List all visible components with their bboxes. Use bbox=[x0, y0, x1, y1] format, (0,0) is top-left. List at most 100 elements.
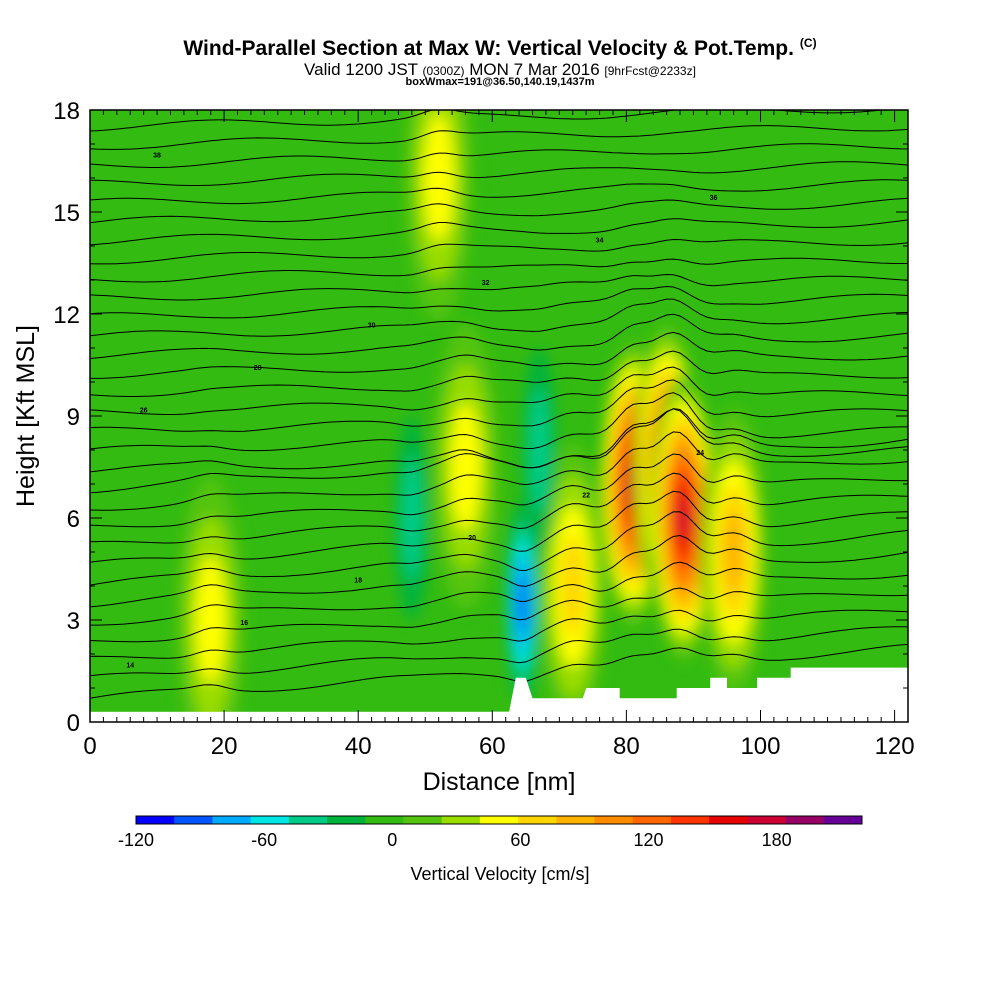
colorbar-tick-label: 120 bbox=[633, 830, 663, 850]
theta-contour-label: 32 bbox=[482, 280, 490, 287]
theta-contour-label: 22 bbox=[582, 493, 590, 500]
theta-isentrope bbox=[90, 366, 908, 415]
colorbar-swatch bbox=[212, 816, 252, 824]
x-tick-label: 0 bbox=[83, 733, 96, 760]
colorbar-swatch bbox=[670, 816, 710, 824]
updraft-core bbox=[431, 324, 499, 610]
y-tick-label: 3 bbox=[67, 608, 80, 635]
y-tick-label: 6 bbox=[67, 506, 80, 533]
theta-isentrope bbox=[90, 379, 908, 432]
theta-contour-label: 18 bbox=[354, 578, 362, 585]
theta-contour-label: 24 bbox=[696, 450, 704, 457]
colorbar-swatch bbox=[709, 816, 748, 824]
colorbar-swatch bbox=[288, 816, 328, 824]
theta-contour-label: 26 bbox=[140, 408, 148, 415]
theta-contour-label: 34 bbox=[596, 238, 604, 245]
y-tick-label: 15 bbox=[53, 200, 80, 227]
theta-isentrope bbox=[90, 490, 908, 563]
colorbar-swatch bbox=[403, 816, 443, 824]
theta-isentrope bbox=[90, 511, 908, 586]
colorbar-swatch bbox=[556, 816, 596, 824]
theta-isentrope bbox=[90, 609, 908, 659]
terrain-mask bbox=[492, 667, 908, 722]
colorbar-swatch bbox=[479, 816, 519, 824]
theta-isentrope bbox=[90, 143, 908, 168]
y-axis-label: Height [Kft MSL] bbox=[12, 325, 40, 507]
x-axis-label: Distance [nm] bbox=[423, 768, 576, 796]
colorbar-swatch bbox=[327, 816, 366, 824]
theta-contours: 14 16 18 20 22 24 26 28 30 32 34 36 38 bbox=[90, 110, 908, 699]
theta-isentrope bbox=[90, 285, 908, 319]
colorbar-swatch bbox=[136, 816, 175, 824]
updraft-core bbox=[649, 375, 717, 661]
theta-isentrope bbox=[90, 408, 908, 473]
velocity-field bbox=[177, 110, 768, 722]
theta-isentrope bbox=[90, 161, 908, 186]
colorbar-swatch bbox=[174, 816, 213, 824]
chart-subtitle: Valid 1200 JST (0300Z) MON 7 Mar 2016 [9… bbox=[0, 60, 1000, 80]
theta-contour-label: 20 bbox=[468, 535, 476, 542]
colorbar-frame bbox=[135, 815, 863, 825]
downdraft-core bbox=[505, 501, 540, 705]
theta-isentrope bbox=[90, 218, 908, 246]
theta-isentrope bbox=[90, 110, 91, 111]
colorbar-swatch bbox=[785, 816, 825, 824]
colorbar: -120 -60 0 60 120 180 Vertical Velocity [cm/s] bbox=[118, 815, 863, 884]
colorbar-tick-label: 180 bbox=[762, 830, 792, 850]
valid-date: MON 7 Mar 2016 bbox=[469, 60, 600, 79]
theta-isentrope bbox=[90, 331, 908, 379]
y-tick-label: 0 bbox=[67, 710, 80, 737]
x-tick-label: 40 bbox=[345, 733, 372, 760]
theta-isentrope bbox=[90, 110, 887, 132]
updraft-core bbox=[700, 409, 768, 695]
theta-isentrope bbox=[90, 238, 908, 265]
theta-isentrope bbox=[90, 472, 908, 544]
updraft-core bbox=[405, 110, 473, 321]
theta-isentrope bbox=[90, 643, 908, 699]
theta-isentrope bbox=[90, 273, 908, 301]
colorbar-swatch bbox=[441, 816, 481, 824]
downdraft-core bbox=[395, 416, 429, 620]
theta-contour-label: 14 bbox=[126, 663, 134, 670]
theta-isentrope bbox=[90, 534, 908, 608]
utc-time: (0300Z) bbox=[422, 64, 465, 78]
theta-isentrope bbox=[90, 313, 908, 359]
colorbar-swatch bbox=[823, 816, 863, 824]
copyright-mark: (C) bbox=[799, 36, 817, 50]
colorbar-swatch bbox=[747, 816, 787, 824]
colorbar-tick-label: -120 bbox=[118, 830, 154, 850]
theta-isentrope bbox=[90, 350, 908, 397]
theta-isentrope bbox=[90, 298, 908, 337]
x-tick-label: 60 bbox=[479, 733, 506, 760]
updraft-core bbox=[539, 443, 607, 722]
colorbar-swatch bbox=[518, 816, 557, 824]
theta-contour-label: 16 bbox=[240, 620, 248, 627]
chart-title-text: Wind-Parallel Section at Max W: Vertical… bbox=[183, 37, 794, 60]
theta-isentrope bbox=[90, 453, 908, 528]
y-tick-label: 12 bbox=[53, 302, 80, 329]
x-tick-label: 120 bbox=[875, 733, 915, 760]
colorbar-tick-label: 0 bbox=[387, 830, 397, 850]
theta-isentrope bbox=[90, 431, 908, 511]
chart-title: Wind-Parallel Section at Max W: Vertical… bbox=[0, 36, 1000, 61]
colorbar-tick-label: 60 bbox=[510, 830, 530, 850]
valid-time: Valid 1200 JST bbox=[304, 60, 418, 79]
surface-strip bbox=[90, 711, 908, 722]
forecast-info: [9hrFcst@2233z] bbox=[604, 64, 696, 78]
theta-isentrope bbox=[90, 561, 908, 626]
theta-isentrope bbox=[90, 197, 908, 224]
theta-contour-label: 36 bbox=[710, 195, 718, 202]
colorbar-tick-label: -60 bbox=[251, 830, 277, 850]
theta-contour-label: 30 bbox=[368, 323, 376, 330]
theta-isentrope bbox=[90, 392, 908, 452]
colorbar-swatch bbox=[365, 816, 404, 824]
box-wmax-info: boxWmax=191@36.50,140.19,1437m bbox=[405, 76, 595, 88]
theta-isentrope bbox=[90, 587, 908, 643]
theta-isentrope bbox=[90, 626, 908, 677]
y-tick-label: 9 bbox=[67, 404, 80, 431]
colorbar-label: Vertical Velocity [cm/s] bbox=[410, 864, 589, 884]
theta-contour-label: 38 bbox=[153, 153, 161, 160]
colorbar-swatch bbox=[594, 816, 634, 824]
